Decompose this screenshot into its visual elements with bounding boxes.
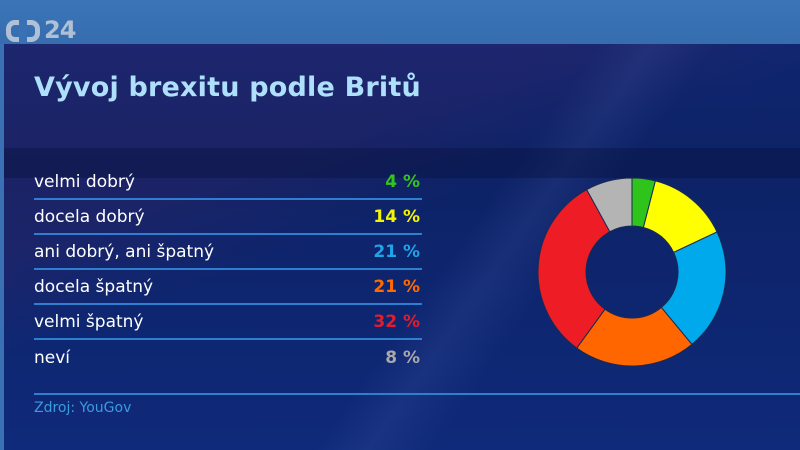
channel-number: 24 [44,16,76,44]
table-row: docela dobrý 14 % [34,200,422,235]
table-row: ani dobrý, ani špatný 21 % [34,235,422,270]
donut-slice [660,231,727,346]
page-title: Vývoj brexitu podle Britů [34,72,421,103]
donut-slice [537,188,611,349]
footer-divider [34,393,800,395]
table-row: neví 8 % [34,340,422,375]
header-divider-band [4,148,800,178]
row-value: 4 % [385,171,420,192]
table-row: velmi špatný 32 % [34,305,422,340]
row-label: ani dobrý, ani špatný [34,241,215,262]
channel-logo: 24 [6,16,76,44]
table-row: velmi dobrý 4 % [34,165,422,200]
row-value: 21 % [373,241,420,262]
row-value: 14 % [373,206,420,227]
row-value: 21 % [373,276,420,297]
ct-logo-icon [6,19,40,43]
row-label: velmi špatný [34,311,144,332]
legend-table: velmi dobrý 4 % docela dobrý 14 % ani dobrý,… [34,165,422,375]
graphic-panel: Vývoj brexitu podle Britů velmi dobrý 4 %… [4,44,800,450]
row-label: velmi dobrý [34,171,135,192]
top-bar: 24 [0,0,800,44]
donut-chart [537,177,727,367]
row-value: 32 % [373,311,420,332]
source-label: Zdroj: YouGov [34,400,132,416]
row-label: neví [34,347,71,368]
donut-slice [576,306,693,367]
row-value: 8 % [385,347,420,368]
row-label: docela dobrý [34,206,145,227]
table-row: docela špatný 21 % [34,270,422,305]
donut-slice [586,177,633,233]
row-label: docela špatný [34,276,154,297]
